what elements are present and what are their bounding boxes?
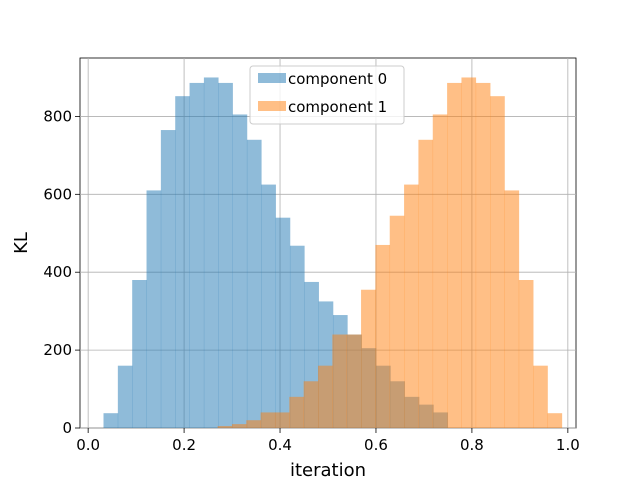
x-tick-label: 0.6	[364, 436, 388, 454]
x-tick-label: 0.8	[460, 436, 484, 454]
bar-series-0-bin-1	[117, 365, 133, 428]
legend: component 0 component 1	[249, 65, 405, 125]
y-tick-label: 600	[43, 185, 72, 203]
bar-series-0-bin-0	[103, 413, 119, 428]
bar-series-1-bin-15	[418, 139, 434, 428]
legend-box	[249, 65, 405, 125]
bar-series-1-bin-3	[246, 420, 261, 428]
bar-series-0-bin-3	[146, 190, 162, 428]
bar-series-1-bin-23	[533, 365, 548, 428]
bar-series-0-bin-10	[246, 139, 262, 428]
x-tick-label: 0.2	[172, 436, 196, 454]
bar-series-1-bin-4	[260, 412, 276, 428]
bar-series-0-bin-7	[203, 77, 219, 428]
legend-swatch-component-0	[258, 73, 286, 83]
bar-series-1-bin-20	[490, 96, 505, 428]
bar-series-0-bin-5	[175, 96, 190, 428]
bar-series-1-bin-7	[303, 381, 319, 428]
ticks: 0.0 0.2 0.4 0.6 0.8 1.0 0 200 400 600 800	[43, 107, 579, 454]
bar-series-1-bin-10	[346, 334, 362, 428]
bar-series-1-bin-14	[404, 184, 419, 428]
y-tick-label: 400	[43, 263, 72, 281]
bar-series-1-bin-21	[504, 190, 520, 428]
x-tick-label: 0.4	[268, 436, 292, 454]
bar-series-1-bin-17	[447, 82, 462, 428]
bar-series-0-bin-13	[289, 245, 305, 428]
legend-swatch-component-1	[258, 101, 286, 111]
bar-series-0-bin-12	[275, 217, 291, 428]
bar-series-0-bin-6	[189, 82, 205, 428]
bar-series-1-bin-16	[432, 114, 448, 428]
bar-series-1-bin-19	[475, 82, 491, 428]
y-axis-label: KL	[11, 232, 32, 254]
x-tick-label: 1.0	[556, 436, 580, 454]
bar-series-1-bin-13	[389, 215, 405, 428]
bar-series-0-bin-9	[232, 114, 248, 428]
legend-label-component-0: component 0	[288, 70, 387, 88]
bars	[103, 77, 563, 429]
x-tick-label: 0.0	[76, 436, 100, 454]
bar-series-1-bin-5	[274, 412, 290, 428]
y-tick-label: 200	[43, 341, 72, 359]
bar-series-1-bin-18	[461, 77, 477, 428]
bar-series-0-bin-4	[160, 130, 176, 429]
legend-label-component-1: component 1	[288, 98, 387, 116]
bar-series-0-bin-11	[261, 184, 276, 428]
bar-series-0-bin-8	[218, 82, 233, 428]
bar-series-1-bin-9	[332, 334, 348, 428]
bar-series-1-bin-6	[289, 396, 304, 428]
bar-series-1-bin-11	[361, 289, 376, 428]
y-tick-label: 0	[62, 419, 72, 437]
bar-series-1-bin-1	[217, 426, 233, 428]
bar-series-0-bin-2	[132, 280, 147, 428]
y-tick-label: 800	[43, 107, 72, 125]
bar-series-1-bin-22	[518, 280, 534, 428]
bar-series-1-bin-12	[375, 244, 391, 428]
bar-series-1-bin-24	[547, 413, 563, 428]
x-axis-label: iteration	[290, 460, 366, 480]
bar-series-1-bin-8	[318, 365, 333, 428]
bar-series-1-bin-2	[231, 424, 247, 428]
